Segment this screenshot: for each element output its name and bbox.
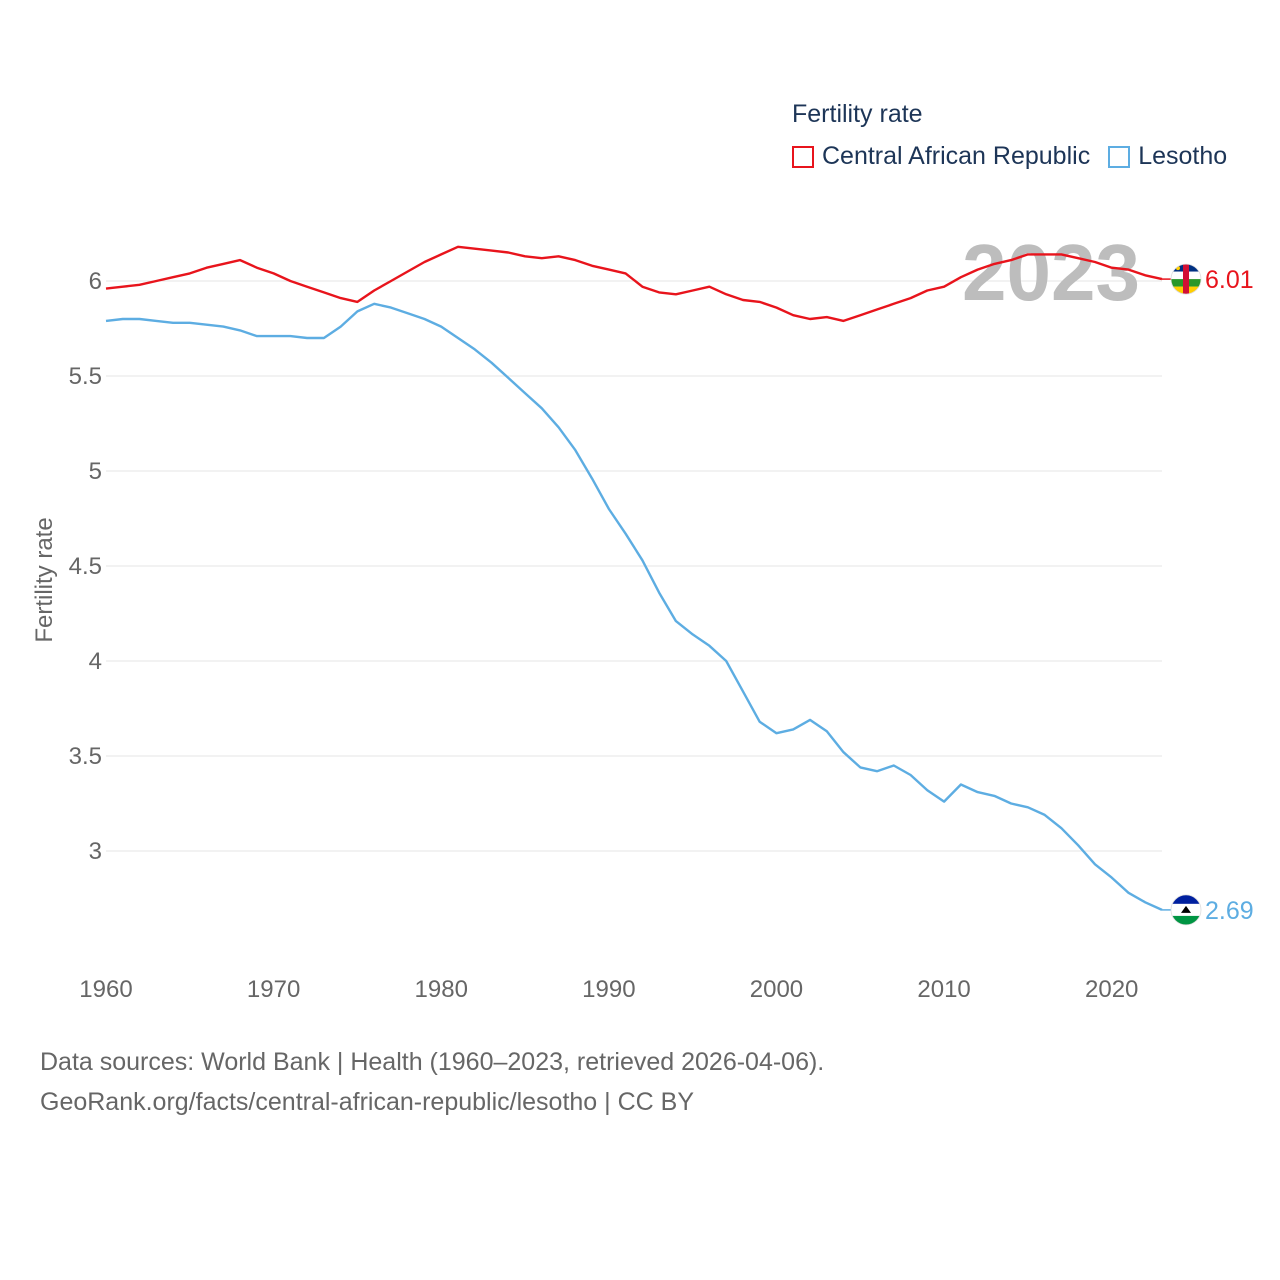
line-chart: 2023 3 3.5 4 4.5 5 5.5 6 1960 1970 1980 1990 2000 2…	[31, 228, 1254, 1003]
legend-item-central-african-republic[interactable]: Central African Republic	[792, 142, 1090, 171]
legend-title: Fertility rate	[792, 100, 923, 128]
y-tick-label: 4.5	[69, 553, 102, 580]
y-tick-label: 5	[89, 458, 102, 485]
x-tick-label: 1990	[582, 976, 635, 1003]
x-tick-label: 1980	[415, 976, 468, 1003]
legend-item-lesotho[interactable]: Lesotho	[1108, 142, 1227, 171]
legend: Central African Republic Lesotho	[792, 142, 1245, 171]
series-line-central-african-republic[interactable]	[105, 245, 1163, 323]
year-overlay: 2023	[962, 228, 1140, 317]
series-line-lesotho[interactable]	[105, 302, 1163, 911]
legend-label-central-african-republic: Central African Republic	[822, 142, 1091, 170]
footer: Data sources: World Bank | Health (1960–…	[40, 1042, 824, 1122]
legend-swatch-lesotho	[1108, 145, 1131, 168]
y-axis: 3 3.5 4 4.5 5 5.5 6	[69, 268, 102, 865]
series-lines	[105, 245, 1172, 911]
grid	[106, 280, 1162, 852]
central-african-republic-flag-icon	[1170, 263, 1202, 295]
y-tick-label: 3.5	[69, 743, 102, 770]
credit-link[interactable]: GeoRank.org/facts/central-african-republ…	[40, 1088, 695, 1116]
y-tick-label: 6	[89, 268, 102, 295]
x-tick-label: 2000	[750, 976, 803, 1003]
y-tick-label: 3	[89, 838, 102, 865]
legend-label-lesotho: Lesotho	[1138, 142, 1228, 170]
x-tick-label: 2020	[1085, 976, 1138, 1003]
x-axis: 1960 1970 1980 1990 2000 2010 2020	[79, 976, 1138, 1003]
data-sources-text: Data sources: World Bank | Health (1960–…	[40, 1048, 825, 1076]
legend-swatch-central-african-republic	[792, 145, 814, 168]
flags: 6.01 2.69	[1170, 263, 1254, 926]
y-axis-label: Fertility rate	[31, 517, 58, 642]
y-tick-label: 5.5	[69, 363, 102, 390]
end-value-label-lesotho: 2.69	[1205, 897, 1254, 925]
x-tick-label: 1960	[79, 976, 132, 1003]
y-tick-label: 4	[89, 648, 102, 675]
end-value-label-central-african-republic: 6.01	[1205, 266, 1254, 294]
lesotho-flag-icon	[1170, 894, 1202, 926]
x-tick-label: 2010	[917, 976, 970, 1003]
x-tick-label: 1970	[247, 976, 300, 1003]
